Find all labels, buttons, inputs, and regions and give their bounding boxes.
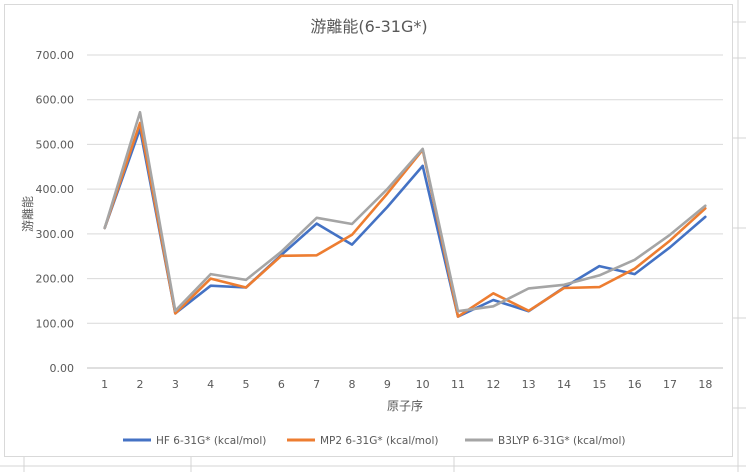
x-tick-label: 12 (486, 378, 500, 391)
x-tick-label: 9 (384, 378, 391, 391)
chart-title: 游離能(6-31G*) (310, 17, 427, 36)
x-tick-label: 4 (207, 378, 214, 391)
y-tick-label: 700.00 (36, 49, 75, 62)
x-tick-label: 18 (698, 378, 712, 391)
x-tick-label: 16 (628, 378, 642, 391)
x-tick-label: 8 (349, 378, 356, 391)
x-tick-label: 7 (313, 378, 320, 391)
legend-item[interactable]: B3LYP 6-31G* (kcal/mol) (465, 435, 625, 447)
x-tick-label: 11 (451, 378, 465, 391)
x-tick-label: 3 (172, 378, 179, 391)
y-tick-label: 500.00 (36, 138, 75, 151)
y-tick-label: 600.00 (36, 94, 75, 107)
y-tick-label: 400.00 (36, 183, 75, 196)
y-axis-ticks: 0.00 100.00 200.00 300.00 400.00 500.00 600.00… (36, 49, 75, 375)
y-tick-label: 200.00 (36, 273, 75, 286)
series-line-2[interactable] (103, 121, 707, 318)
x-tick-label: 2 (137, 378, 144, 391)
legend-label: MP2 6-31G* (kcal/mol) (320, 435, 438, 447)
y-tick-label: 100.00 (36, 317, 75, 330)
x-tick-label: 10 (416, 378, 430, 391)
x-tick-label: 5 (243, 378, 250, 391)
x-tick-label: 14 (557, 378, 571, 391)
legend-label: B3LYP 6-31G* (kcal/mol) (498, 435, 625, 447)
y-tick-label: 300.00 (36, 228, 75, 241)
x-axis-ticks: 1 2 3 4 5 6 7 8 9 10 11 12 13 14 15 16 17 18 (101, 378, 712, 391)
x-tick-label: 1 (101, 378, 108, 391)
legend-item[interactable]: MP2 6-31G* (kcal/mol) (287, 435, 438, 447)
x-tick-label: 17 (663, 378, 677, 391)
y-axis-label: 游離能 (21, 196, 35, 232)
legend: HF 6-31G* (kcal/mol) MP2 6-31G* (kcal/mol… (123, 435, 625, 447)
gridlines (87, 54, 723, 369)
x-tick-label: 15 (592, 378, 606, 391)
x-axis-label: 原子序 (387, 398, 423, 413)
x-tick-label: 6 (278, 378, 285, 391)
y-tick-label: 0.00 (50, 362, 75, 375)
series-line-1[interactable] (103, 127, 707, 318)
series-lines (103, 110, 707, 318)
legend-item[interactable]: HF 6-31G* (kcal/mol) (123, 435, 266, 447)
series-line-3[interactable] (103, 110, 707, 313)
x-tick-label: 13 (522, 378, 536, 391)
chart-frame[interactable] (4, 4, 733, 457)
legend-label: HF 6-31G* (kcal/mol) (156, 435, 266, 447)
